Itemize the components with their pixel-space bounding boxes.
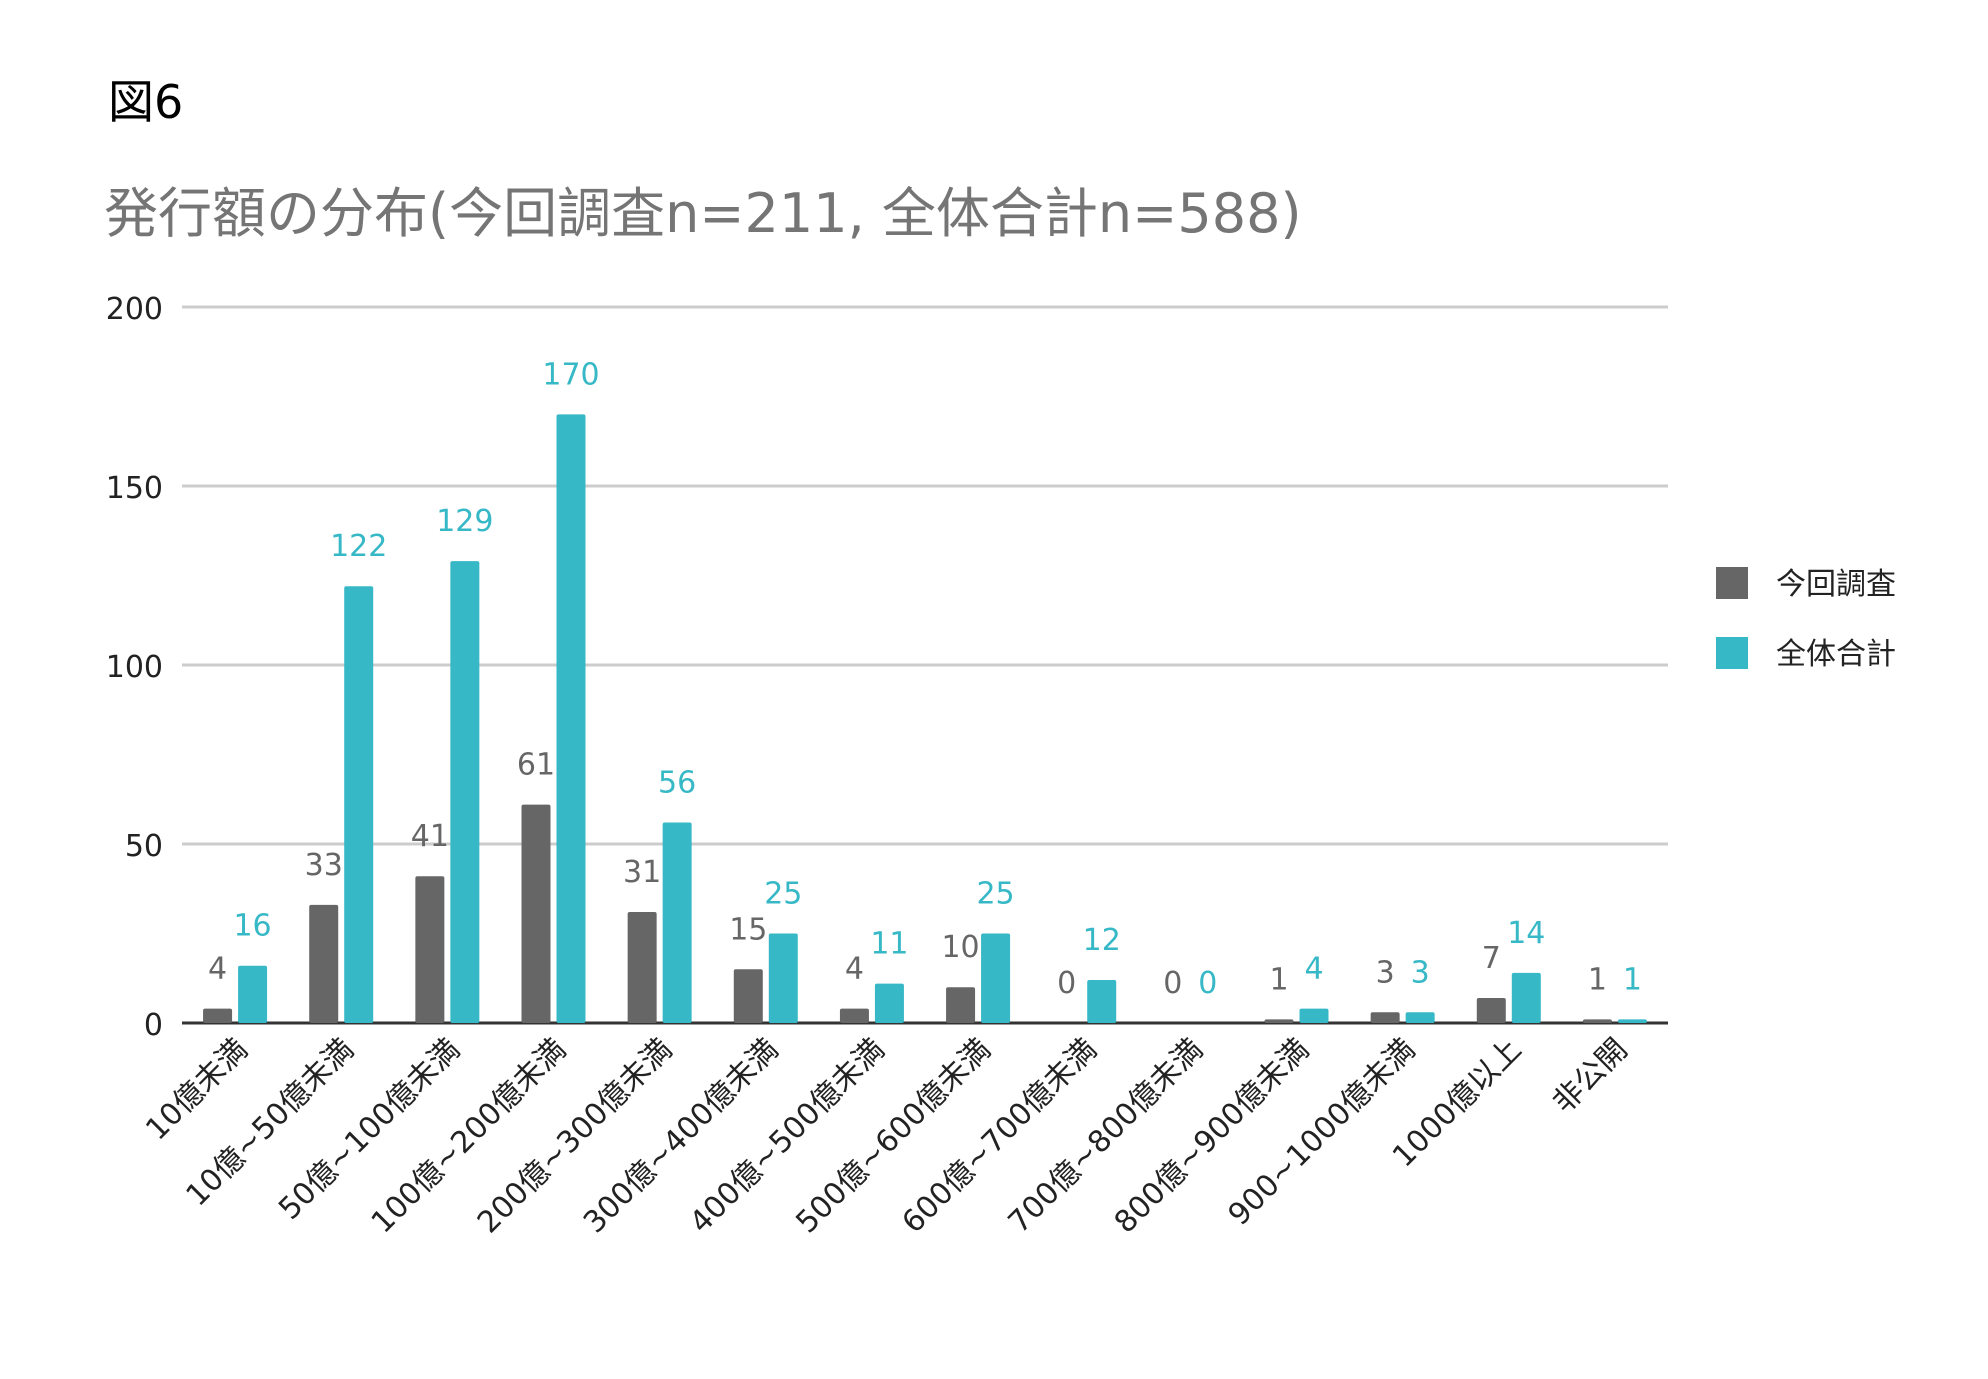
x-tick-label: 900~1000億未満 xyxy=(1222,1032,1423,1233)
x-tick-label: 50億~100億未満 xyxy=(272,1032,467,1227)
bar-konkai xyxy=(1476,997,1506,1023)
y-tick-label: 100 xyxy=(106,650,163,685)
bar-konkai xyxy=(946,987,976,1023)
bar-zentai xyxy=(981,933,1011,1023)
bar-zentai xyxy=(344,586,374,1023)
gridlines xyxy=(182,305,1668,1025)
y-tick-label: 0 xyxy=(144,1008,163,1043)
data-label: 61 xyxy=(517,748,555,783)
data-label: 16 xyxy=(233,909,271,944)
data-label: 25 xyxy=(764,877,802,912)
bar-konkai xyxy=(415,876,445,1023)
figure-label: 図6 xyxy=(108,75,183,129)
x-tick-label: 600億~700億未満 xyxy=(896,1032,1104,1240)
bar-zentai xyxy=(450,561,480,1023)
bar-zentai xyxy=(662,822,692,1023)
legend-label: 全体合計 xyxy=(1776,637,1896,672)
bar-konkai xyxy=(1264,1019,1294,1023)
bar-zentai xyxy=(238,965,268,1023)
bar-konkai xyxy=(627,912,657,1023)
x-tick-label: 200億~300億未満 xyxy=(471,1032,679,1240)
legend-swatch xyxy=(1716,637,1748,669)
data-label: 1 xyxy=(1588,962,1607,997)
x-tick-label: 非公開 xyxy=(1546,1032,1634,1120)
data-label: 1 xyxy=(1623,962,1642,997)
data-label: 3 xyxy=(1411,955,1430,990)
data-label: 10 xyxy=(941,930,979,965)
data-label: 0 xyxy=(1163,966,1182,1001)
bar-zentai xyxy=(768,933,798,1023)
bar-zentai xyxy=(1511,972,1541,1023)
data-label: 4 xyxy=(845,952,864,987)
y-tick-label: 200 xyxy=(106,292,163,327)
y-axis-ticks: 0 50 100 150 200 xyxy=(106,292,163,1043)
data-label: 4 xyxy=(1304,952,1323,987)
x-tick-label: 700億~800億未満 xyxy=(1002,1032,1210,1240)
data-label: 4 xyxy=(208,952,227,987)
x-tick-label: 300億~400億未満 xyxy=(577,1032,785,1240)
y-tick-label: 50 xyxy=(125,829,163,864)
data-label: 0 xyxy=(1057,966,1076,1001)
legend-label: 今回調査 xyxy=(1776,567,1896,602)
x-tick-label: 400億~500億未満 xyxy=(683,1032,891,1240)
data-label: 56 xyxy=(658,766,696,801)
bar-zentai xyxy=(1405,1012,1435,1023)
data-label: 0 xyxy=(1198,966,1217,1001)
chart-title: 発行額の分布(今回調査n=211, 全体合計n=588) xyxy=(104,182,1302,245)
bar-konkai xyxy=(733,969,763,1023)
data-label: 25 xyxy=(976,877,1014,912)
bars xyxy=(203,414,1647,1023)
y-tick-label: 150 xyxy=(106,471,163,506)
data-label: 3 xyxy=(1376,955,1395,990)
x-tick-label: 800億~900億未満 xyxy=(1108,1032,1316,1240)
data-label: 41 xyxy=(411,819,449,854)
bar-zentai xyxy=(1617,1019,1647,1023)
data-label: 33 xyxy=(305,848,343,883)
legend-swatch xyxy=(1716,567,1748,599)
data-label: 15 xyxy=(729,912,767,947)
data-label: 1 xyxy=(1269,962,1288,997)
bar-konkai xyxy=(521,804,551,1023)
bar-konkai xyxy=(1370,1012,1400,1023)
data-label: 122 xyxy=(330,529,387,564)
data-label: 14 xyxy=(1507,916,1545,951)
x-tick-label: 100億~200億未満 xyxy=(365,1032,573,1240)
bar-konkai xyxy=(1582,1019,1612,1023)
data-label: 31 xyxy=(623,855,661,890)
bar-konkai xyxy=(203,1008,233,1023)
bar-konkai xyxy=(309,904,339,1023)
bar-zentai xyxy=(1299,1008,1329,1023)
bar-konkai xyxy=(839,1008,869,1023)
bar-zentai xyxy=(874,983,904,1023)
x-tick-label: 500億~600億未満 xyxy=(789,1032,997,1240)
data-label: 11 xyxy=(870,927,908,962)
data-label: 7 xyxy=(1482,941,1501,976)
bar-zentai xyxy=(556,414,586,1023)
data-label: 170 xyxy=(542,357,599,392)
bar-zentai xyxy=(1087,980,1117,1023)
x-axis-ticks: 10億未満10億~50億未満50億~100億未満100億~200億未満200億~… xyxy=(139,1032,1634,1240)
data-label: 12 xyxy=(1083,923,1121,958)
data-label: 129 xyxy=(436,504,493,539)
